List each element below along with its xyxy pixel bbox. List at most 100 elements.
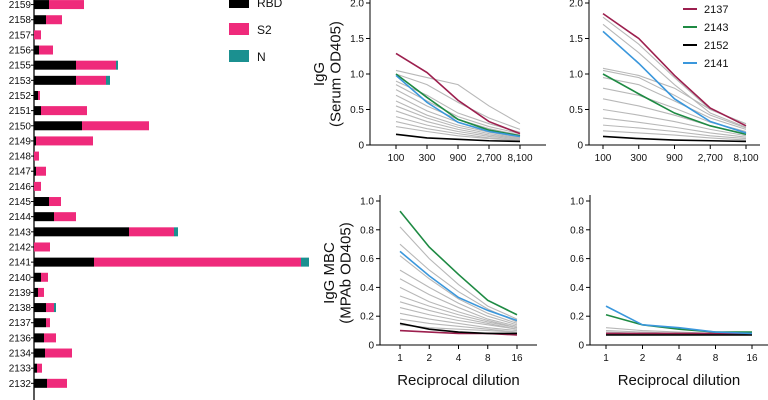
y-tick-label: 1.0	[570, 197, 584, 208]
bar-segment-n	[106, 75, 110, 85]
bar-segment-s2	[39, 45, 53, 55]
gray-series-line	[399, 226, 518, 320]
line-chart-mbc-1: 0 0.2 0.4 0.6 0.8 1.0 1 2 4 8 16 IgG MBC(MPAb OD405…	[321, 195, 537, 389]
bar-category-label: 2134	[9, 349, 32, 360]
bar-segment-rbd	[34, 136, 36, 146]
legend-swatch-rbd	[229, 0, 249, 8]
bar-segment-s2	[34, 151, 39, 161]
bar-category-label: 2149	[9, 136, 32, 147]
bar-segment-rbd	[34, 15, 46, 25]
x-tick-label: 100	[388, 153, 405, 164]
line-legend: 2137 2143 2152 2141	[683, 4, 728, 70]
gray-series-line	[602, 117, 747, 138]
x-tick-label: 100	[595, 153, 612, 164]
y-tick-label: 1.0	[350, 70, 364, 81]
bar-segment-rbd	[34, 272, 41, 282]
gray-series-line	[395, 69, 521, 125]
bar-category-label: 2153	[9, 76, 32, 87]
x-tick-label: 300	[419, 153, 436, 164]
bar-segment-rbd	[34, 106, 41, 116]
bar-segment-s2	[94, 257, 301, 267]
bar-segment-s2	[44, 333, 56, 343]
gray-series-line	[399, 243, 518, 323]
bar-category-label: 2157	[9, 30, 32, 41]
line-chart-mbc-2: 0 0.2 0.4 0.6 0.8 1.0 1 2 4 8 16 Reciprocal dilutio…	[570, 195, 768, 389]
bar-segment-n	[116, 60, 118, 70]
y-axis-label-line: IgG MBC	[321, 242, 338, 304]
y-tick-label: 0	[368, 341, 374, 352]
bar-segment-s2	[129, 227, 174, 237]
bar-segment-rbd	[34, 318, 46, 328]
series-line-2152	[399, 322, 517, 335]
gray-series-line	[399, 312, 518, 332]
legend-label-2141: 2141	[704, 58, 728, 70]
bar-segment-s2	[34, 242, 50, 252]
bar-category-label: 2145	[9, 197, 32, 208]
bar-segment-s2	[36, 136, 93, 146]
y-tick-label: 0.5	[569, 105, 583, 116]
bar-segment-s2	[76, 60, 116, 70]
y-tick-label: 0	[578, 341, 584, 352]
gray-series-line	[602, 108, 747, 137]
x-tick-label: 2,700	[698, 153, 723, 164]
bar-segment-rbd	[34, 287, 38, 297]
y-tick-label: 0.8	[360, 225, 374, 236]
x-tick-label: 2	[426, 353, 432, 364]
legend-label-n: N	[257, 50, 266, 64]
legend-swatch-s2	[229, 23, 249, 35]
bar-segment-s2	[46, 303, 54, 313]
bar-segment-rbd	[34, 333, 44, 343]
x-tick-label: 900	[666, 153, 683, 164]
bar-segment-s2	[38, 90, 40, 100]
y-tick-label: 0.4	[360, 283, 374, 294]
legend-label-s2: S2	[257, 23, 272, 37]
series-line-2141	[605, 305, 753, 335]
bar-segment-rbd	[34, 303, 46, 313]
y-axis-label-line: (Serum OD405)	[328, 21, 345, 127]
gray-series-line	[395, 73, 521, 130]
bar-category-label: 2136	[9, 333, 32, 344]
bar-category-label: 2147	[9, 167, 32, 178]
y-axis-label: IgG(Serum OD405)	[311, 21, 345, 127]
line-chart-serum-1: 0 0.5 1.0 1.5 2.0 100 300 900 2,700 8,100 IgG(Seru…	[311, 0, 546, 164]
series-line-2152	[602, 135, 747, 143]
y-axis-label-line: IgG	[311, 62, 328, 86]
bar-segment-rbd	[34, 90, 38, 100]
series-line-2137	[602, 12, 747, 127]
bar-segment-s2	[37, 363, 42, 373]
y-tick-label: 2.0	[350, 0, 364, 10]
bar-category-label: 2138	[9, 303, 32, 314]
gray-series-line	[602, 23, 747, 128]
gray-series-line	[399, 318, 518, 333]
bar-category-label: 2156	[9, 46, 32, 57]
bar-segment-s2	[38, 287, 44, 297]
bar-segment-rbd	[34, 348, 45, 358]
bar-category-label: 2139	[9, 288, 32, 299]
y-tick-label: 0.8	[570, 225, 584, 236]
bar-segment-s2	[45, 348, 72, 358]
y-axis-label: IgG MBC(MPAb OD405)	[321, 222, 355, 323]
series-line-2137	[395, 52, 521, 135]
bar-segment-s2	[36, 166, 46, 176]
bar-category-label: 2155	[9, 61, 32, 72]
bar-segment-rbd	[34, 45, 39, 55]
bar-segment-s2	[34, 181, 41, 191]
bar-segment-s2	[49, 197, 61, 207]
bar-category-label: 2151	[9, 106, 32, 117]
bar-segment-rbd	[34, 0, 49, 10]
y-tick-label: 0.6	[570, 254, 584, 265]
gray-series-line	[395, 125, 521, 142]
bar-category-label: 2137	[9, 318, 32, 329]
gray-series-line	[395, 94, 521, 138]
bar-segment-n	[54, 303, 56, 313]
bar-category-label: 2159	[9, 0, 32, 11]
bar-category-label: 2140	[9, 273, 32, 284]
y-tick-label: 0.4	[570, 283, 584, 294]
bar-segment-rbd	[34, 197, 49, 207]
bar-category-label: 2132	[9, 379, 32, 390]
x-tick-label: 8	[713, 353, 719, 364]
bar-segment-rbd	[34, 121, 82, 131]
gray-series-line	[395, 110, 521, 140]
bar-segment-rbd	[34, 60, 76, 70]
x-tick-label: 8,100	[507, 153, 532, 164]
